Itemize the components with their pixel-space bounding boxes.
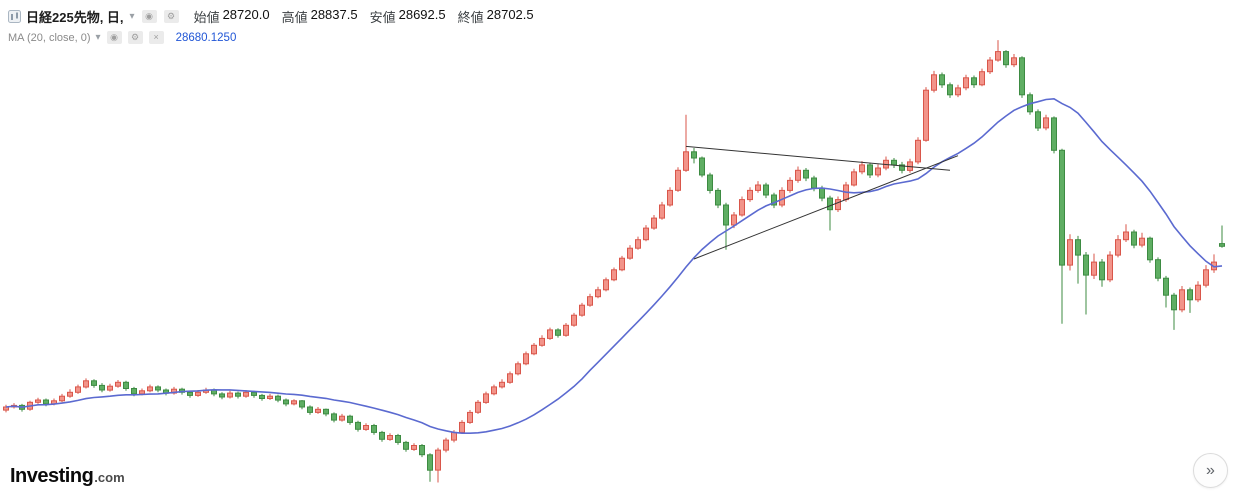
gear-icon[interactable]: ⚙ (163, 10, 179, 23)
chevron-down-icon[interactable]: ▾ (95, 32, 101, 43)
gear-icon[interactable]: ⚙ (127, 31, 143, 44)
indicator-label[interactable]: MA (20, close, 0) (8, 31, 91, 44)
eye-icon[interactable]: ◉ (141, 10, 157, 23)
expand-button[interactable]: » (1193, 453, 1228, 488)
close-icon[interactable]: × (148, 31, 164, 44)
chart-legend: 日経225先物, 日, ▾ ◉ ⚙ 始値 28720.0 高値 28837.5 … (8, 7, 534, 44)
candlestick-wicks (5, 40, 1223, 483)
eye-icon[interactable]: ◉ (106, 31, 122, 44)
indicator-value: 28680.1250 (175, 31, 237, 44)
instrument-row: 日経225先物, 日, ▾ ◉ ⚙ 始値 28720.0 高値 28837.5 … (8, 7, 534, 26)
ma20-line (5, 97, 1223, 435)
chevron-double-right-icon: » (1206, 461, 1215, 479)
high-readout: 高値 28837.5 (281, 7, 358, 25)
instrument-title[interactable]: 日経225先物, 日, (26, 10, 124, 25)
open-readout: 始値 28720.0 (193, 7, 270, 25)
chevron-down-icon[interactable]: ▾ (129, 11, 135, 22)
indicator-row: MA (20, close, 0) ▾ ◉ ⚙ × 28680.1250 (8, 31, 534, 44)
candlestick-bodies (3, 51, 1225, 471)
close-readout: 終値 28702.5 (457, 7, 534, 25)
investing-logo[interactable]: Investing .com (10, 465, 125, 487)
low-readout: 安値 28692.5 (369, 7, 446, 25)
instrument-icon (8, 10, 21, 23)
ohlc-readout: 始値 28720.0 高値 28837.5 安値 28692.5 終値 2870… (194, 7, 534, 26)
trendlines[interactable] (685, 145, 959, 260)
